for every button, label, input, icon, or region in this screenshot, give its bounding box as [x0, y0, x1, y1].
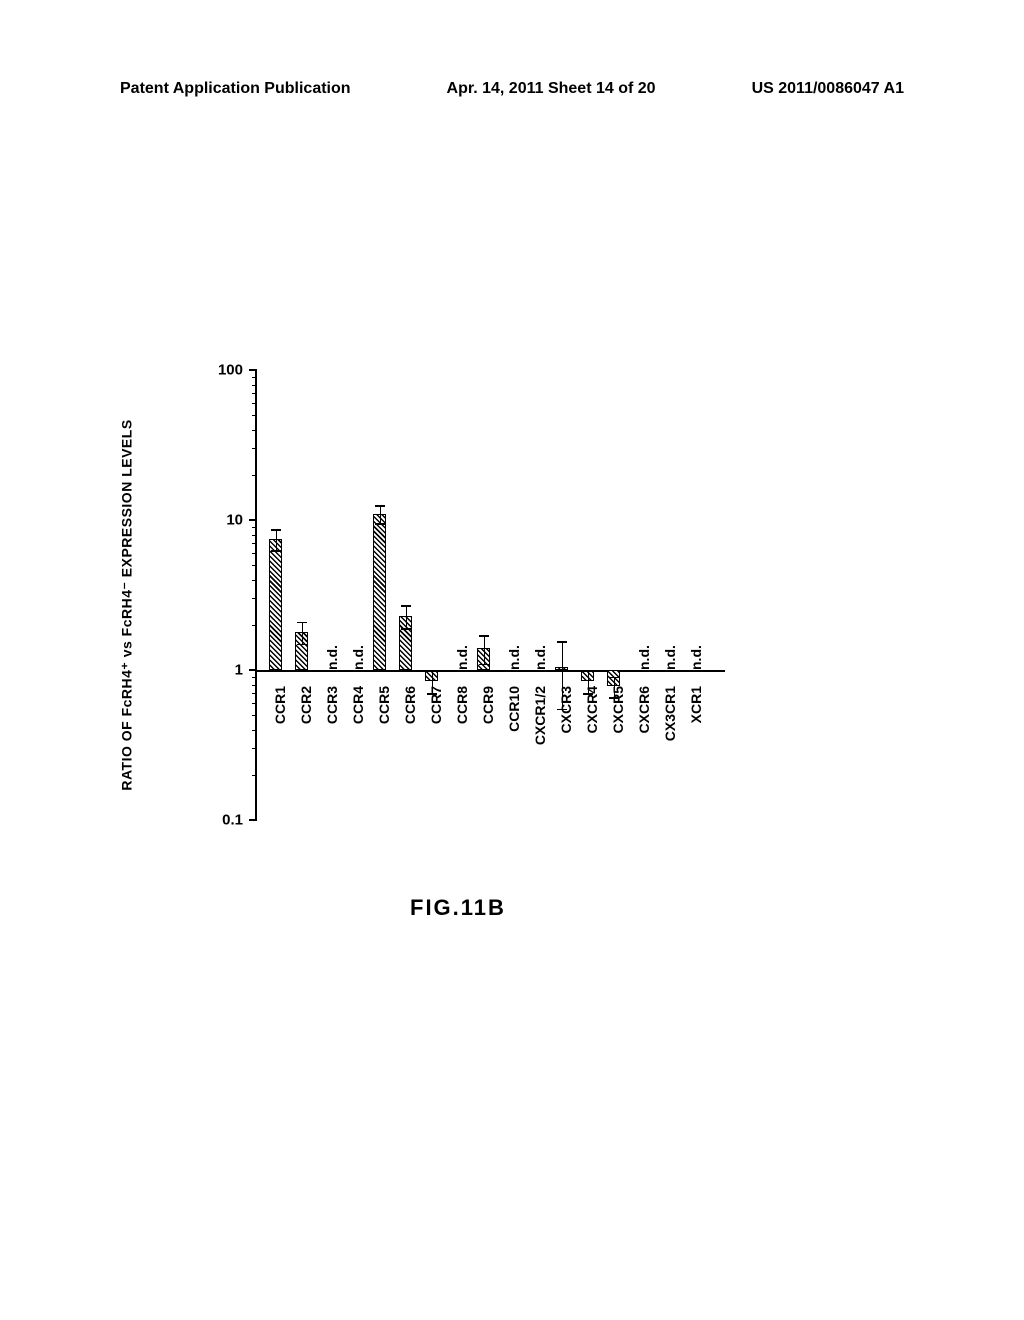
y-tick-minor [252, 685, 257, 686]
y-tick-minor [252, 377, 257, 378]
error-cap [479, 664, 489, 666]
x-axis-label: CCR7 [428, 686, 444, 724]
error-bar [406, 605, 408, 628]
error-cap [401, 628, 411, 630]
plot-area: 0.1110100CCR1CCR2CCR3n.d.CCR4n.d.CCR5CCR… [255, 370, 725, 820]
error-cap [297, 622, 307, 624]
error-cap [271, 529, 281, 531]
x-axis-label: CCR8 [454, 686, 470, 724]
error-cap [427, 670, 437, 672]
x-axis-label: CCR10 [506, 686, 522, 732]
nd-label: n.d. [688, 645, 704, 670]
y-tick-minor [252, 393, 257, 394]
baseline [257, 670, 725, 672]
error-cap [375, 523, 385, 525]
y-tick-minor [252, 598, 257, 599]
y-tick-minor [252, 543, 257, 544]
error-cap [375, 505, 385, 507]
y-axis-label: RATIO OF FcRH4⁺ vs FcRH4⁻ EXPRESSION LEV… [119, 419, 136, 790]
bar [269, 539, 282, 670]
x-axis-label: CXCR5 [610, 686, 626, 733]
y-tick-minor [252, 475, 257, 476]
header-center: Apr. 14, 2011 Sheet 14 of 20 [447, 80, 656, 98]
nd-label: n.d. [324, 645, 340, 670]
error-bar [484, 635, 486, 663]
y-tick-minor [252, 625, 257, 626]
bar [373, 514, 386, 670]
nd-label: n.d. [532, 645, 548, 670]
x-axis-label: CCR1 [272, 686, 288, 724]
error-cap [401, 605, 411, 607]
error-cap [479, 635, 489, 637]
y-tick-minor [252, 553, 257, 554]
y-tick-minor [252, 535, 257, 536]
y-tick-label: 0.1 [222, 812, 257, 829]
figure-label: FIG.11B [410, 895, 506, 921]
x-axis-label: CCR3 [324, 686, 340, 724]
x-axis-label: CXCR1/2 [532, 686, 548, 745]
nd-label: n.d. [350, 645, 366, 670]
y-tick-minor [252, 385, 257, 386]
error-bar [302, 622, 304, 644]
y-tick-minor [252, 703, 257, 704]
header-left: Patent Application Publication [120, 80, 351, 98]
header-right: US 2011/0086047 A1 [752, 80, 904, 98]
nd-label: n.d. [662, 645, 678, 670]
x-axis-label: CXCR3 [558, 686, 574, 733]
x-axis-label: CCR2 [298, 686, 314, 724]
y-tick-minor [252, 580, 257, 581]
x-axis-label: CCR9 [480, 686, 496, 724]
expression-ratio-chart: RATIO OF FcRH4⁺ vs FcRH4⁻ EXPRESSION LEV… [195, 370, 725, 840]
error-cap [297, 644, 307, 646]
y-tick-minor [252, 748, 257, 749]
x-axis-label: CCR6 [402, 686, 418, 724]
error-cap [271, 550, 281, 552]
y-tick-minor [252, 730, 257, 731]
x-axis-label: CCR5 [376, 686, 392, 724]
y-tick-minor [252, 565, 257, 566]
y-tick-minor [252, 775, 257, 776]
y-tick-minor [252, 693, 257, 694]
error-bar [380, 505, 382, 523]
y-tick-minor [252, 403, 257, 404]
y-tick-minor [252, 448, 257, 449]
error-cap [583, 670, 593, 672]
y-tick-minor [252, 715, 257, 716]
nd-label: n.d. [636, 645, 652, 670]
page-header: Patent Application Publication Apr. 14, … [0, 80, 1024, 98]
error-cap [557, 641, 567, 643]
nd-label: n.d. [454, 645, 470, 670]
error-cap [609, 677, 619, 679]
x-axis-label: CXCR6 [636, 686, 652, 733]
y-tick-minor [252, 677, 257, 678]
error-bar [276, 529, 278, 550]
x-axis-label: CXCR4 [584, 686, 600, 733]
x-axis-label: XCR1 [688, 686, 704, 723]
x-axis-label: CCR4 [350, 686, 366, 724]
x-axis-label: CX3CR1 [662, 686, 678, 741]
y-tick-minor [252, 430, 257, 431]
nd-label: n.d. [506, 645, 522, 670]
y-tick-minor [252, 415, 257, 416]
y-tick-minor [252, 527, 257, 528]
